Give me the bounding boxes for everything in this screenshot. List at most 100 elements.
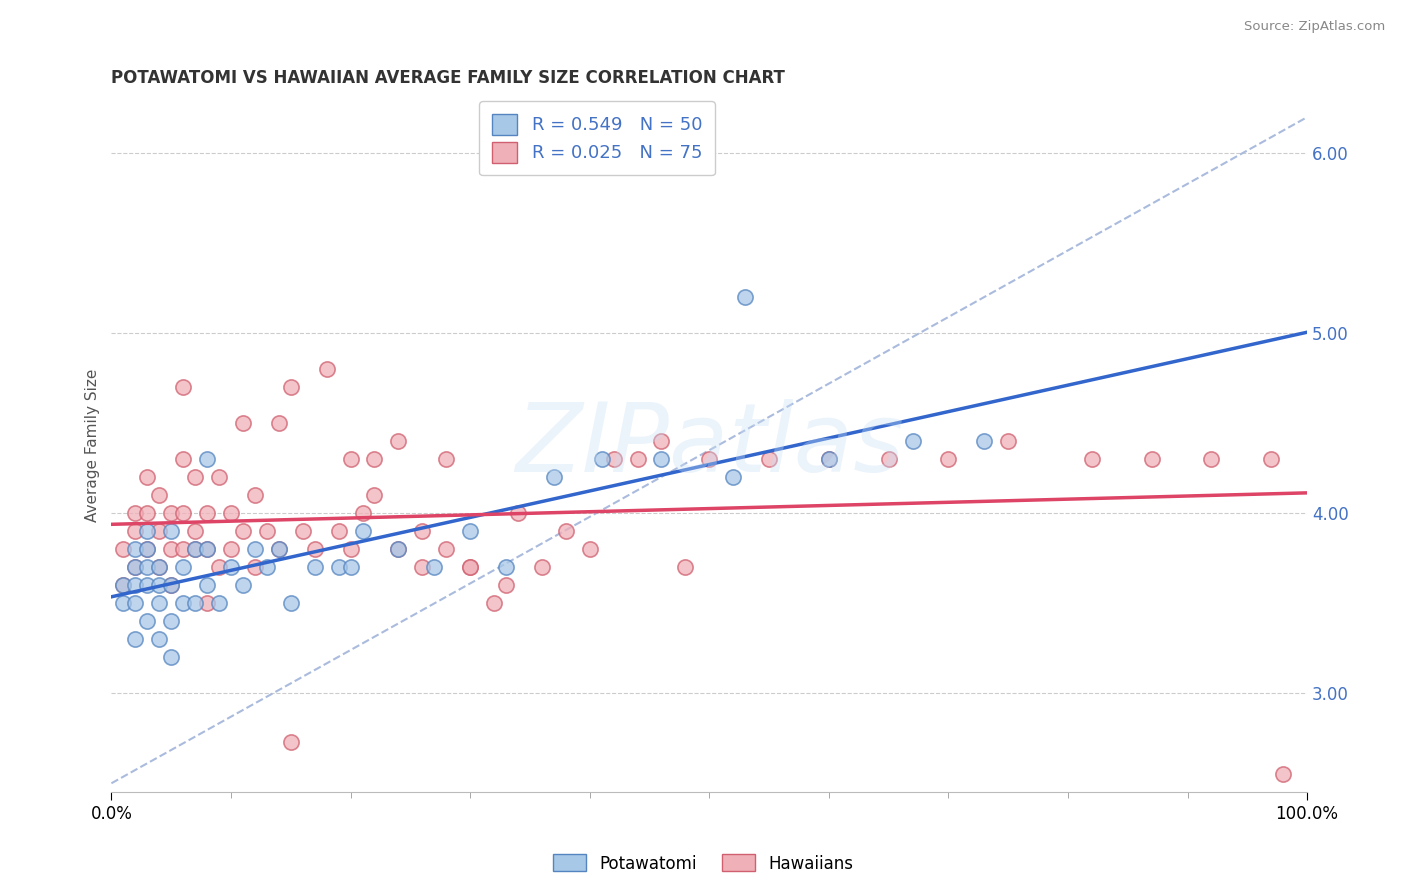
Point — [434, 542, 457, 557]
Point — [232, 524, 254, 539]
Point — [697, 452, 720, 467]
Point — [124, 578, 146, 592]
Point — [195, 452, 218, 467]
Point — [973, 434, 995, 449]
Point — [256, 560, 278, 574]
Point — [195, 542, 218, 557]
Point — [411, 524, 433, 539]
Point — [554, 524, 576, 539]
Point — [208, 596, 231, 610]
Point — [112, 578, 135, 592]
Point — [650, 452, 672, 467]
Point — [267, 542, 290, 557]
Point — [136, 506, 159, 520]
Point — [758, 452, 780, 467]
Point — [124, 632, 146, 647]
Point — [423, 560, 446, 574]
Point — [578, 542, 600, 557]
Y-axis label: Average Family Size: Average Family Size — [86, 369, 100, 523]
Point — [721, 470, 744, 484]
Point — [148, 596, 170, 610]
Point — [280, 735, 302, 749]
Point — [172, 542, 194, 557]
Point — [160, 506, 183, 520]
Point — [184, 524, 207, 539]
Point — [112, 596, 135, 610]
Point — [136, 578, 159, 592]
Point — [148, 524, 170, 539]
Point — [458, 560, 481, 574]
Point — [591, 452, 613, 467]
Point — [112, 542, 135, 557]
Point — [1140, 452, 1163, 467]
Text: ZIPatlas: ZIPatlas — [515, 400, 904, 492]
Point — [124, 542, 146, 557]
Point — [291, 524, 314, 539]
Point — [160, 578, 183, 592]
Point — [315, 362, 337, 376]
Point — [208, 560, 231, 574]
Point — [195, 578, 218, 592]
Point — [136, 524, 159, 539]
Point — [184, 542, 207, 557]
Point — [136, 470, 159, 484]
Point — [458, 524, 481, 539]
Point — [280, 380, 302, 394]
Point — [208, 470, 231, 484]
Point — [160, 650, 183, 665]
Point — [136, 542, 159, 557]
Point — [673, 560, 696, 574]
Point — [219, 542, 242, 557]
Point — [363, 452, 385, 467]
Point — [124, 506, 146, 520]
Point — [543, 470, 565, 484]
Point — [328, 560, 350, 574]
Point — [1260, 452, 1282, 467]
Point — [184, 596, 207, 610]
Point — [997, 434, 1019, 449]
Point — [219, 506, 242, 520]
Point — [160, 614, 183, 628]
Point — [136, 542, 159, 557]
Point — [339, 452, 361, 467]
Point — [650, 434, 672, 449]
Point — [530, 560, 553, 574]
Text: POTAWATOMI VS HAWAIIAN AVERAGE FAMILY SIZE CORRELATION CHART: POTAWATOMI VS HAWAIIAN AVERAGE FAMILY SI… — [111, 69, 786, 87]
Point — [148, 560, 170, 574]
Point — [328, 524, 350, 539]
Point — [195, 506, 218, 520]
Point — [352, 524, 374, 539]
Point — [160, 542, 183, 557]
Point — [124, 560, 146, 574]
Point — [304, 560, 326, 574]
Point — [495, 560, 517, 574]
Point — [458, 560, 481, 574]
Point — [267, 416, 290, 430]
Point — [136, 614, 159, 628]
Point — [243, 542, 266, 557]
Point — [172, 506, 194, 520]
Point — [148, 632, 170, 647]
Point — [352, 506, 374, 520]
Point — [938, 452, 960, 467]
Point — [124, 596, 146, 610]
Point — [148, 488, 170, 502]
Point — [172, 380, 194, 394]
Point — [1201, 452, 1223, 467]
Point — [172, 596, 194, 610]
Point — [195, 596, 218, 610]
Point — [339, 560, 361, 574]
Point — [256, 524, 278, 539]
Point — [339, 542, 361, 557]
Point — [495, 578, 517, 592]
Point — [136, 560, 159, 574]
Point — [817, 452, 839, 467]
Point — [172, 452, 194, 467]
Point — [267, 542, 290, 557]
Point — [172, 560, 194, 574]
Point — [184, 470, 207, 484]
Point — [148, 578, 170, 592]
Legend: Potawatomi, Hawaiians: Potawatomi, Hawaiians — [546, 847, 860, 880]
Point — [148, 560, 170, 574]
Point — [1081, 452, 1104, 467]
